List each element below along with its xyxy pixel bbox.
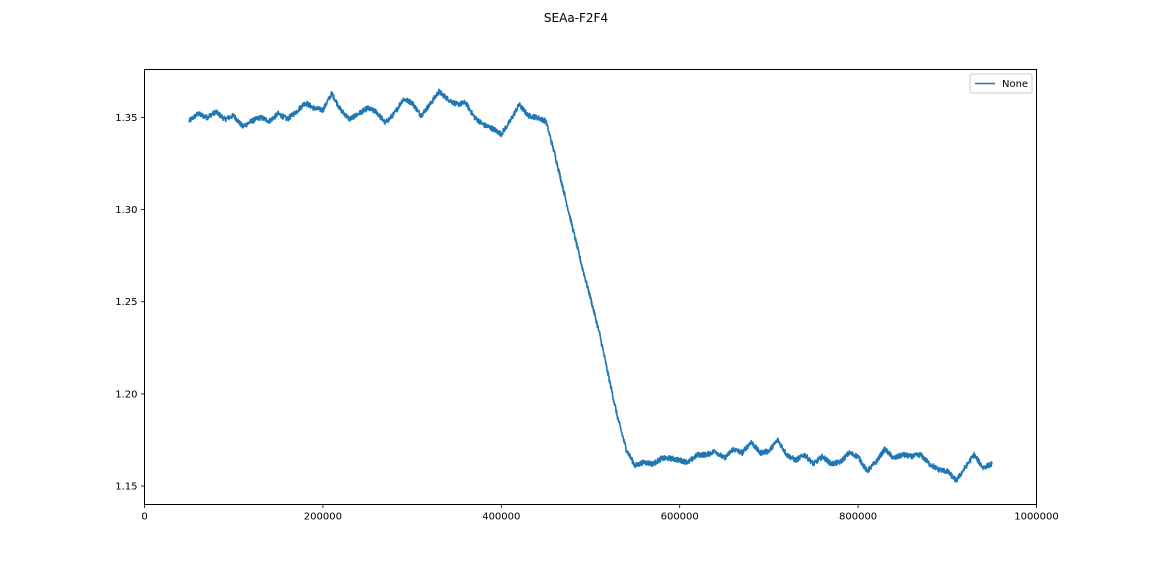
y-tick-label: 1.15 bbox=[115, 482, 137, 493]
y-axis: 1.15 1.20 1.25 1.30 1.35 bbox=[115, 113, 145, 493]
legend-box bbox=[969, 73, 1033, 94]
y-tick-label: 1.35 bbox=[115, 113, 137, 124]
chart-title: SEAa-F2F4 bbox=[544, 11, 608, 25]
x-tick-label: 200000 bbox=[304, 512, 342, 523]
x-tick-label: 600000 bbox=[661, 512, 699, 523]
x-axis: 0 200000 400000 600000 800000 1000000 bbox=[141, 504, 1059, 523]
x-tick-label: 400000 bbox=[482, 512, 520, 523]
y-tick-label: 1.30 bbox=[115, 205, 137, 216]
y-tick-label: 1.25 bbox=[115, 297, 137, 308]
legend-entry-none: None bbox=[1002, 79, 1028, 90]
y-tick-label: 1.20 bbox=[115, 389, 137, 400]
legend: None bbox=[969, 73, 1033, 94]
x-tick-label: 1000000 bbox=[1014, 512, 1059, 523]
plot-area-frame bbox=[144, 69, 1037, 505]
x-tick-label: 0 bbox=[141, 512, 147, 523]
series-line-none bbox=[188, 88, 993, 483]
series-layer bbox=[188, 88, 993, 483]
x-tick-label: 800000 bbox=[839, 512, 877, 523]
